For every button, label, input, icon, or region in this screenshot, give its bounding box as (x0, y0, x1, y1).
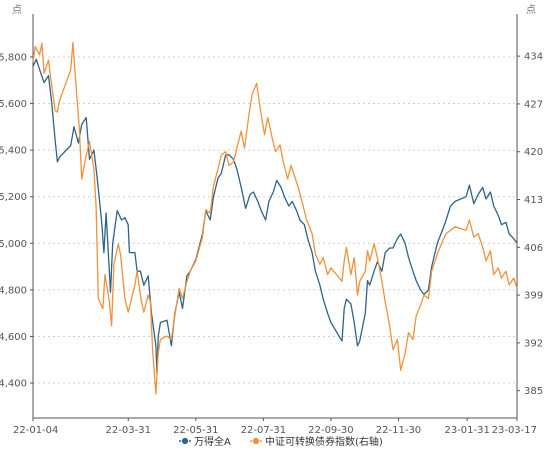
x-tick-label: 22-03-31 (106, 425, 151, 436)
right-tick-label: 406 (524, 243, 543, 254)
left-tick-label: 5,600 (0, 99, 27, 110)
left-tick-label: 5,400 (0, 146, 27, 157)
x-tick-label: 23-01-31 (444, 425, 489, 436)
legend: 万得全A 中证可转换债券指数(右轴) (179, 435, 383, 448)
legend-label-2: 中证可转换债券指数(右轴) (265, 435, 383, 448)
right-tick-label: 399 (524, 291, 543, 302)
right-axis-unit: 点 (526, 4, 536, 16)
x-tick-label: 22-09-30 (308, 425, 353, 436)
series-layer (32, 41, 518, 395)
right-tick-label: 427 (524, 99, 543, 110)
x-tick-label: 23-03-17 (492, 425, 537, 436)
axis-layer: 4,400 4,600 4,800 5,000 5,200 5,400 5,600 5,800… (0, 14, 543, 436)
x-tick-label: 22-11-30 (376, 425, 421, 436)
series-line-2 (32, 41, 518, 395)
left-tick-label: 5,000 (0, 239, 27, 250)
left-tick-label: 4,800 (0, 285, 27, 296)
x-tick-label: 22-07-31 (241, 425, 286, 436)
left-tick-label: 5,800 (0, 52, 27, 63)
right-tick-label: 434 (524, 52, 543, 63)
left-tick-label: 4,600 (0, 332, 27, 343)
x-tick-label: 22-05-31 (173, 425, 218, 436)
legend-label-1: 万得全A (194, 435, 231, 448)
right-tick-label: 385 (524, 386, 543, 397)
x-tick-label: 22-01-04 (13, 425, 58, 436)
right-tick-label: 392 (524, 338, 543, 349)
right-tick-label: 413 (524, 195, 543, 206)
legend-marker-1 (181, 437, 189, 445)
legend-marker-2 (252, 437, 260, 445)
left-tick-label: 4,400 (0, 379, 27, 390)
left-tick-label: 5,200 (0, 192, 27, 203)
series-line-1 (32, 58, 518, 375)
left-axis-unit: 点 (12, 4, 22, 16)
right-tick-label: 420 (524, 147, 543, 158)
